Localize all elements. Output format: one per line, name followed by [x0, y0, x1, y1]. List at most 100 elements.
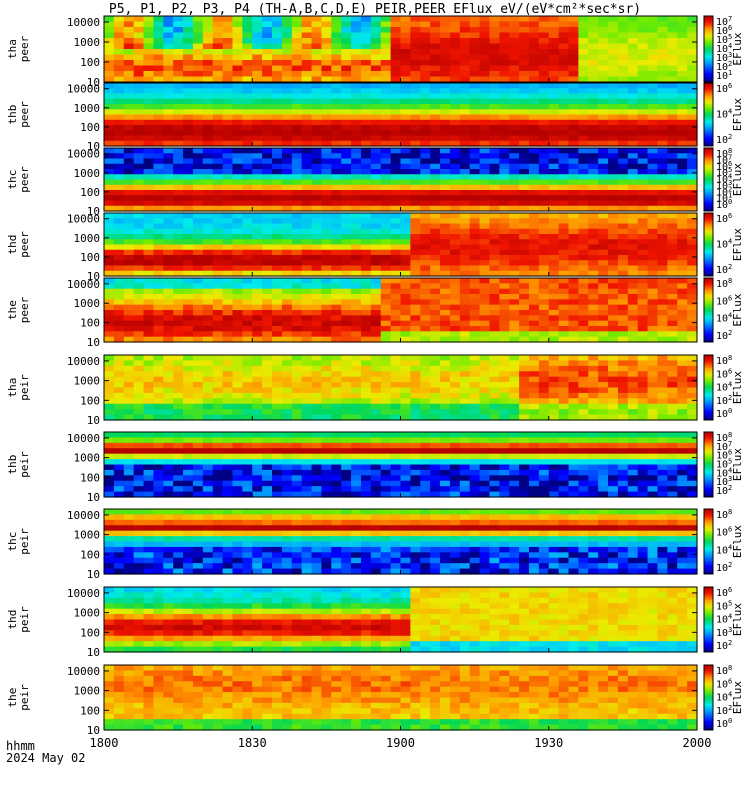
heatmap-cell [173, 414, 184, 421]
heatmap-cell [232, 119, 243, 126]
heatmap-cell [341, 205, 352, 212]
heatmap-cell [617, 148, 629, 154]
heatmap-cell [657, 83, 668, 89]
heatmap-cell [617, 382, 629, 389]
heatmap-cell [548, 98, 560, 105]
heatmap-cell [351, 153, 362, 160]
heatmap-cell [311, 76, 323, 83]
heatmap-cell [479, 213, 491, 219]
heatmap-cell [657, 336, 668, 343]
heatmap-cell [360, 288, 372, 295]
heatmap-cell [360, 153, 372, 160]
heatmap-cell [390, 200, 402, 207]
heatmap-cell [509, 200, 520, 207]
heatmap-cell [183, 32, 194, 39]
heatmap-cell [440, 315, 451, 322]
heatmap-cell [252, 382, 263, 389]
heatmap-cell [400, 355, 411, 362]
heatmap-cell [528, 119, 540, 126]
heatmap-cell [262, 83, 273, 89]
heatmap-cell [183, 153, 194, 160]
heatmap-cell [232, 174, 243, 181]
heatmap-cell [163, 260, 174, 267]
heatmap-cell [183, 475, 194, 482]
heatmap-cell [598, 109, 609, 116]
heatmap-cell [687, 326, 698, 332]
heatmap-cell [677, 205, 688, 212]
heatmap-cell [598, 16, 609, 23]
heatmap-cell [222, 480, 234, 487]
heatmap-cell [242, 360, 253, 367]
heatmap-cell [608, 153, 619, 160]
heatmap-cell [183, 486, 194, 493]
heatmap-cell [360, 331, 372, 338]
heatmap-cell [598, 205, 609, 212]
heatmap-cell [499, 255, 510, 261]
heatmap-cell [380, 88, 392, 95]
heatmap-cell [380, 109, 392, 116]
heatmap-cell [192, 119, 204, 126]
heatmap-cell [143, 432, 155, 439]
heatmap-cell [449, 260, 461, 267]
heatmap-cell [667, 218, 678, 225]
heatmap-cell [499, 283, 510, 290]
heatmap-cell [272, 125, 283, 131]
heatmap-cell [449, 158, 461, 165]
heatmap-cell [212, 83, 224, 89]
heatmap-cell [163, 442, 174, 449]
heatmap-cell [420, 27, 431, 34]
heatmap-cell [123, 320, 135, 327]
heatmap-cell [143, 71, 155, 78]
heatmap-cell [301, 376, 313, 383]
heatmap-cell [183, 174, 194, 181]
heatmap-cell [479, 414, 491, 421]
heatmap-cell [163, 365, 174, 372]
heatmap-cell [390, 158, 402, 165]
heatmap-cell [123, 299, 135, 306]
heatmap-cell [489, 234, 500, 240]
heatmap-cell [232, 480, 243, 487]
heatmap-cell [222, 190, 234, 196]
heatmap-cell [657, 195, 668, 202]
heatmap-cell [360, 299, 372, 306]
heatmap-cell [617, 125, 629, 131]
heatmap-cell [548, 169, 560, 175]
heatmap-cell [578, 320, 589, 327]
heatmap-cell [598, 135, 609, 142]
heatmap-cell [331, 174, 342, 181]
heatmap-cell [440, 392, 451, 399]
heatmap-cell [202, 54, 214, 61]
heatmap-cell [390, 65, 402, 72]
heatmap-cell [380, 255, 392, 261]
heatmap-cell [351, 27, 362, 34]
heatmap-cell [252, 239, 263, 246]
heatmap-cell [499, 288, 510, 295]
heatmap-cell [242, 283, 253, 290]
heatmap-cell [113, 174, 125, 181]
heatmap-cell [469, 104, 481, 110]
heatmap-cell [499, 158, 510, 165]
heatmap-cell [568, 409, 579, 416]
heatmap-cell [311, 475, 323, 482]
heatmap-cell [548, 163, 560, 170]
heatmap-cell [321, 223, 332, 230]
heatmap-cell [242, 315, 253, 322]
heatmap-cell [370, 130, 382, 137]
heatmap-cell [272, 200, 283, 207]
heatmap-cell [390, 392, 402, 399]
colorbar-segment [704, 77, 713, 81]
heatmap-cell [548, 16, 560, 23]
heatmap-cell [222, 392, 234, 399]
heatmap-cell [528, 205, 540, 212]
colorbar-segment [704, 135, 713, 139]
heatmap-cell [183, 315, 194, 322]
heatmap-cell [677, 326, 688, 332]
heatmap-cell [509, 213, 520, 219]
heatmap-cell [687, 223, 698, 230]
heatmap-cell [499, 376, 510, 383]
heatmap-cell [202, 32, 214, 39]
heatmap-cell [430, 190, 441, 196]
heatmap-cell [637, 218, 649, 225]
heatmap-cell [242, 179, 253, 186]
heatmap-cell [242, 336, 253, 343]
